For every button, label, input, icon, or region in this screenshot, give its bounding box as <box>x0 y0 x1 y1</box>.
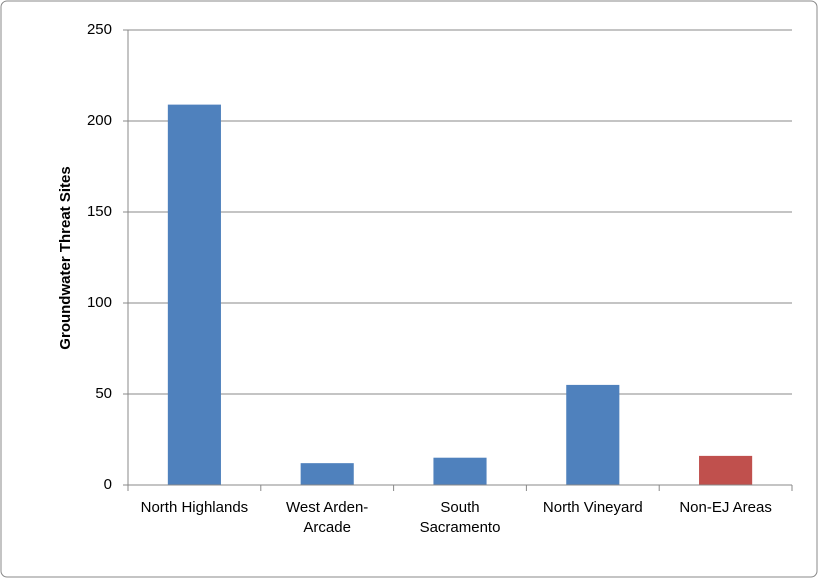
x-tick-label: North Vineyard <box>542 499 643 516</box>
y-tick-label: 0 <box>104 476 112 493</box>
y-tick-label: 150 <box>87 203 112 220</box>
bar <box>300 463 354 485</box>
y-tick-label: 100 <box>87 294 112 311</box>
x-tick-label: South Sacramento <box>419 499 501 536</box>
y-axis-label: Groundwater Threat Sites <box>57 166 74 349</box>
bar <box>433 457 487 485</box>
y-tick-label: 200 <box>87 112 112 129</box>
bar <box>699 455 753 485</box>
bar <box>566 384 620 485</box>
x-tick-label: West Arden-Arcade <box>286 499 369 536</box>
x-tick-label: Non-EJ Areas <box>679 499 772 516</box>
x-tick-label: North Highlands <box>140 499 249 516</box>
bar <box>167 104 221 486</box>
y-tick-label: 250 <box>87 21 112 38</box>
y-tick-label: 50 <box>95 385 112 402</box>
